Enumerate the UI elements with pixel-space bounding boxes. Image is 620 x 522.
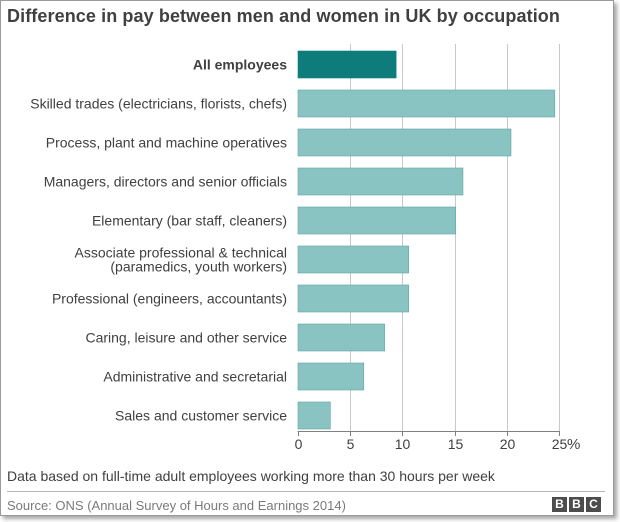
bar (297, 245, 409, 274)
bar (297, 89, 556, 118)
bars (297, 50, 556, 430)
category-labels: All employees Skilled trades (electrician… (30, 57, 287, 424)
bar (297, 362, 365, 391)
bbc-logo-block: B (552, 497, 567, 512)
bar (297, 323, 385, 352)
category-label: All employees (193, 57, 287, 73)
bar (297, 167, 464, 196)
bbc-logo-block: B (569, 497, 584, 512)
bbc-logo-block: C (586, 497, 601, 512)
category-label: (paramedics, youth workers) (110, 259, 287, 275)
bar (297, 128, 512, 157)
bar (297, 50, 397, 79)
x-tick-label: 0 (295, 436, 303, 452)
category-label: Caring, leisure and other service (85, 330, 287, 346)
category-label: Professional (engineers, accountants) (52, 291, 287, 307)
bar-chart: All employees Skilled trades (electrician… (30, 44, 580, 453)
category-label: Sales and customer service (115, 408, 287, 424)
source-text: Source: ONS (Annual Survey of Hours and … (7, 498, 346, 513)
x-tick-label: 25 (552, 436, 568, 452)
category-label: Associate professional & technical (75, 245, 287, 261)
x-tick-label: 10 (395, 436, 411, 452)
chart-title: Difference in pay between men and women … (7, 6, 560, 26)
x-axis-unit: % (567, 436, 580, 453)
x-tick-label: 15 (448, 436, 464, 452)
source-divider (7, 491, 605, 492)
category-label: Skilled trades (electricians, florists, … (30, 96, 287, 112)
x-tick-label: 5 (347, 436, 355, 452)
x-tick-label: 20 (500, 436, 516, 452)
x-axis: 0 5 10 15 20 25% (295, 431, 580, 453)
category-label: Process, plant and machine operatives (46, 135, 287, 151)
category-label: Managers, directors and senior officials (44, 174, 287, 190)
bbc-logo: B B C (552, 497, 601, 512)
bar (297, 284, 409, 313)
category-label: Elementary (bar staff, cleaners) (92, 213, 287, 229)
chart-frame: Difference in pay between men and women … (0, 0, 614, 516)
footnote: Data based on full-time adult employees … (7, 468, 495, 484)
bar (297, 206, 456, 235)
category-label: Administrative and secretarial (103, 369, 287, 385)
bar (297, 401, 331, 430)
